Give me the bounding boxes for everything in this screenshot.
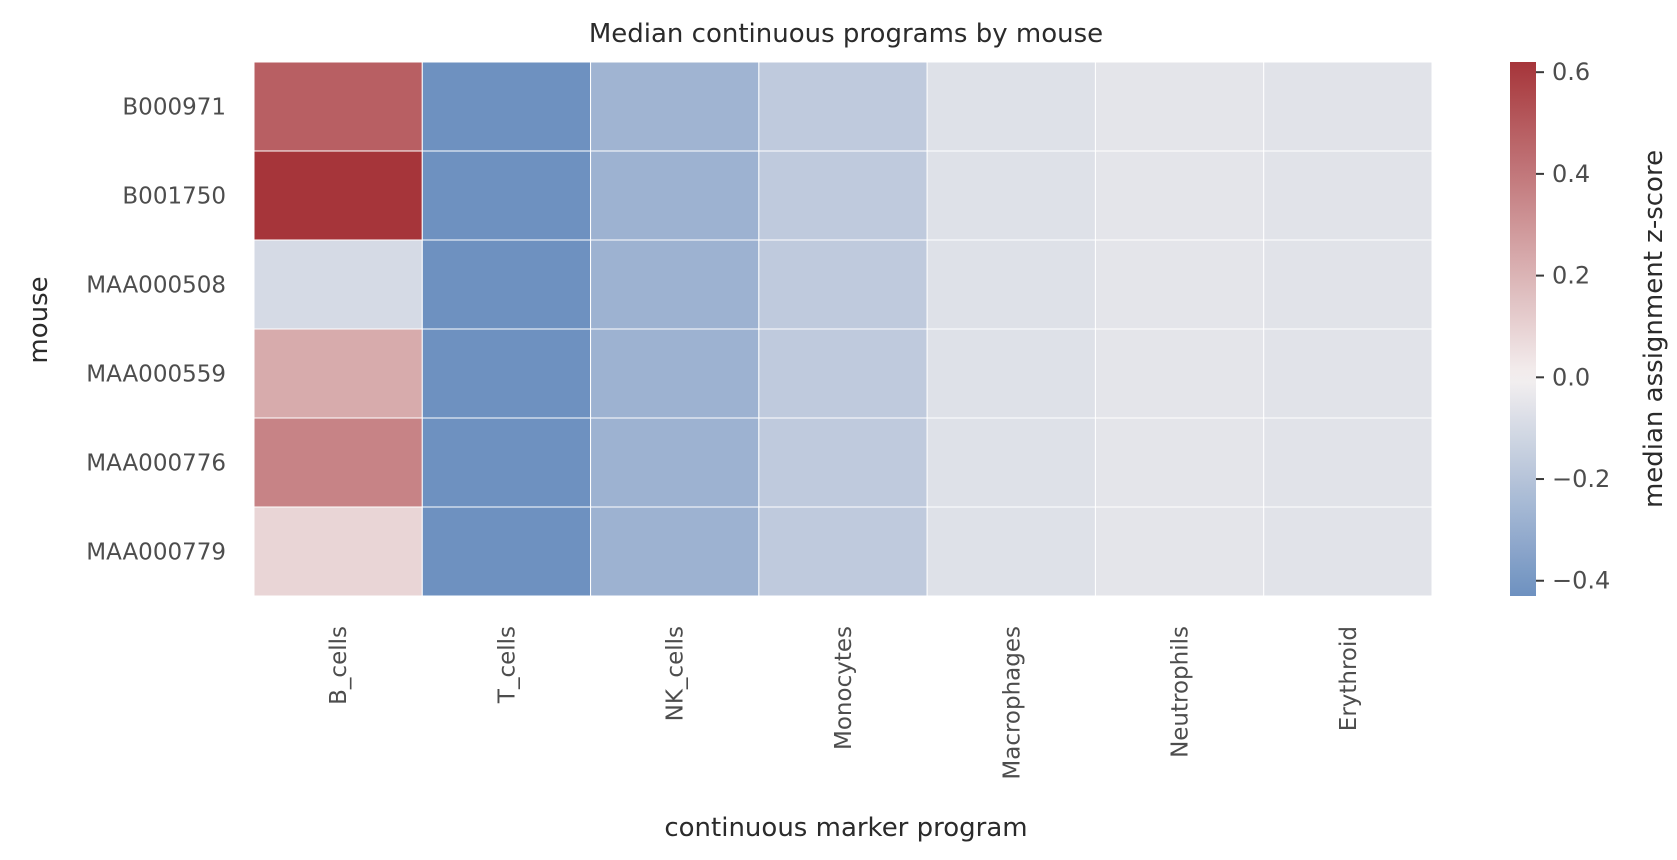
heatmap-cell-MAA000776-NK_cells	[590, 417, 760, 508]
heatmap-cell-MAA000559-NK_cells	[590, 328, 760, 419]
heatmap-cell-MAA000559-Neutrophils	[1094, 328, 1265, 419]
heatmap-cell-B000971-Monocytes	[758, 61, 928, 152]
heatmap-cell-B000971-T_cells	[421, 61, 592, 152]
x-tick-labels: B_cells T_cells NK_cells Monocytes Macrophag…	[326, 626, 1362, 780]
heatmap-cell-B001750-Monocytes	[758, 150, 928, 241]
heatmap-cell-B001750-Neutrophils	[1094, 150, 1265, 241]
heatmap-cell-MAA000779-Neutrophils	[1094, 506, 1265, 597]
colorbar-tick-label: −0.4	[1552, 567, 1610, 595]
heatmap-cell-B001750-Macrophages	[926, 150, 1096, 241]
heatmap-cell-MAA000508-NK_cells	[590, 239, 760, 330]
heatmap-cell-MAA000779-Macrophages	[926, 506, 1096, 597]
y-axis-label: mouse	[24, 276, 54, 363]
heatmap-cell-B000971-Macrophages	[926, 61, 1096, 152]
x-tick-label: B_cells	[326, 626, 352, 705]
y-tick-label: B000971	[122, 95, 226, 121]
heatmap-cell-MAA000508-T_cells	[421, 239, 592, 330]
x-tick-label: Monocytes	[831, 626, 857, 750]
y-tick-label: MAA000559	[86, 362, 226, 388]
colorbar-tick-label: −0.2	[1552, 465, 1610, 493]
x-tick-label: T_cells	[494, 626, 520, 704]
colorbar	[1510, 62, 1536, 596]
heatmap-cell-MAA000779-NK_cells	[590, 506, 760, 597]
heatmap-cell-MAA000559-Macrophages	[926, 328, 1096, 419]
heatmap-cell-MAA000779-T_cells	[421, 506, 592, 597]
colorbar-tick-label: 0.0	[1552, 363, 1590, 391]
y-tick-labels: B000971 B001750 MAA000508 MAA000559 MAA00077…	[86, 95, 226, 566]
y-tick-label: MAA000776	[86, 451, 226, 477]
heatmap-cell-B001750-B_cells	[253, 150, 423, 241]
heatmap-cell-MAA000776-Erythroid	[1263, 417, 1433, 508]
x-tick-label: Neutrophils	[1168, 626, 1194, 758]
heatmap-cell-MAA000559-B_cells	[253, 328, 423, 419]
heatmap-cell-MAA000779-Monocytes	[758, 506, 928, 597]
heatmap-cell-MAA000559-Monocytes	[758, 328, 928, 419]
chart-title: Median continuous programs by mouse	[589, 19, 1103, 49]
heatmap-cell-B001750-Erythroid	[1263, 150, 1433, 241]
heatmap-cell-MAA000559-Erythroid	[1263, 328, 1433, 419]
colorbar-ticks: 0.6 0.4 0.2 0.0 −0.2 −0.4	[1536, 58, 1610, 595]
heatmap-cell-MAA000776-Monocytes	[758, 417, 928, 508]
heatmap-cell-MAA000508-Neutrophils	[1094, 239, 1265, 330]
heatmap-cell-MAA000508-B_cells	[253, 239, 423, 330]
colorbar-tick-label: 0.4	[1552, 160, 1590, 188]
heatmap-cell-MAA000776-Neutrophils	[1094, 417, 1265, 508]
heatmap-cell-MAA000559-T_cells	[421, 328, 592, 419]
heatmap-cell-MAA000779-B_cells	[253, 506, 423, 597]
x-axis-label: continuous marker program	[664, 813, 1027, 843]
x-tick-label: Macrophages	[999, 626, 1025, 780]
heatmap-cell-MAA000776-B_cells	[253, 417, 423, 508]
heatmap-cells	[253, 61, 1433, 597]
heatmap-cell-MAA000508-Monocytes	[758, 239, 928, 330]
colorbar-label: median assignment z-score	[1639, 150, 1669, 508]
heatmap-cell-B001750-NK_cells	[590, 150, 760, 241]
colorbar-tick-label: 0.2	[1552, 262, 1590, 290]
heatmap-cell-MAA000776-Macrophages	[926, 417, 1096, 508]
heatmap-cell-MAA000508-Macrophages	[926, 239, 1096, 330]
colorbar-tick-label: 0.6	[1552, 58, 1590, 86]
x-tick-label: Erythroid	[1336, 626, 1362, 731]
heatmap-cell-B000971-Erythroid	[1263, 61, 1433, 152]
y-tick-label: MAA000779	[86, 540, 226, 566]
heatmap-cell-MAA000779-Erythroid	[1263, 506, 1433, 597]
heatmap-cell-B000971-B_cells	[253, 61, 423, 152]
heatmap-cell-MAA000508-Erythroid	[1263, 239, 1433, 330]
y-tick-label: B001750	[122, 184, 226, 210]
y-tick-label: MAA000508	[86, 273, 226, 299]
heatmap-cell-MAA000776-T_cells	[421, 417, 592, 508]
heatmap-cell-B001750-T_cells	[421, 150, 592, 241]
heatmap-cell-B000971-NK_cells	[590, 61, 760, 152]
x-tick-label: NK_cells	[663, 626, 689, 721]
heatmap-cell-B000971-Neutrophils	[1094, 61, 1265, 152]
